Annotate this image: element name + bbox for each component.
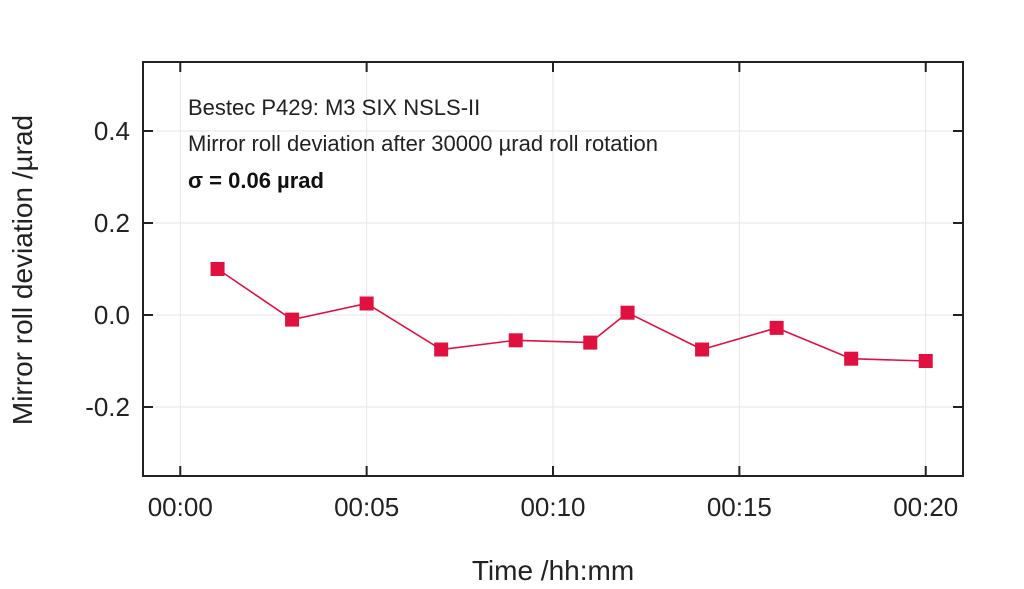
x-axis-title: Time /hh:mm (472, 555, 634, 586)
x-tick-label: 00:10 (520, 492, 585, 522)
data-point (434, 342, 449, 357)
axis-ticks (143, 62, 963, 476)
x-tick-label: 00:05 (334, 492, 399, 522)
data-point (620, 305, 635, 320)
series-layer (210, 262, 933, 368)
data-point (359, 296, 374, 311)
y-tick-label: 0.2 (94, 208, 130, 238)
y-tick-label: 0.0 (94, 300, 130, 330)
y-tick-label: -0.2 (85, 392, 130, 422)
data-point (918, 354, 933, 368)
grid (143, 62, 963, 476)
data-point (583, 335, 598, 350)
annotation-subtitle: Mirror roll deviation after 30000 µrad r… (188, 131, 658, 156)
data-point (508, 333, 523, 348)
data-point (844, 351, 859, 366)
tick-labels: 00:00 00:05 00:10 00:15 00:20 0.4 0.2 0.0 -0.2 (85, 116, 958, 522)
x-tick-label: 00:15 (707, 492, 772, 522)
data-point (210, 262, 225, 276)
x-tick-label: 00:00 (148, 492, 213, 522)
data-point (695, 342, 710, 357)
y-axis-title: Mirror roll deviation /µrad (7, 115, 38, 425)
y-tick-label: 0.4 (94, 116, 130, 146)
data-point (285, 312, 300, 327)
x-tick-label: 00:20 (893, 492, 958, 522)
data-point (769, 320, 784, 335)
annotation-title: Bestec P429: M3 SIX NSLS-II (188, 95, 480, 120)
annotation-sigma: σ = 0.06 µrad (188, 168, 324, 193)
